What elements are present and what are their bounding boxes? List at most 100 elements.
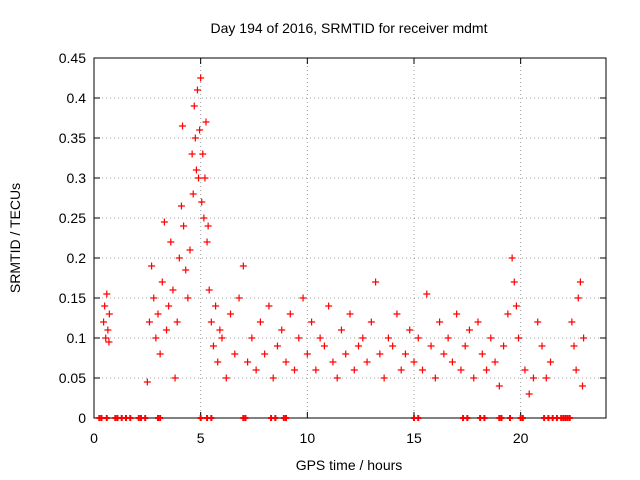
data-point bbox=[504, 310, 512, 318]
data-point bbox=[312, 366, 320, 374]
data-point bbox=[273, 342, 281, 350]
x-tick-label: 20 bbox=[513, 430, 529, 446]
data-point bbox=[423, 290, 431, 298]
data-point bbox=[150, 294, 158, 302]
data-point bbox=[100, 318, 108, 326]
data-point bbox=[308, 318, 316, 326]
data-point-zero bbox=[127, 415, 134, 421]
data-point bbox=[299, 294, 307, 302]
data-point bbox=[342, 350, 350, 358]
data-point bbox=[202, 118, 210, 126]
data-point bbox=[580, 334, 588, 342]
data-point bbox=[173, 318, 181, 326]
data-point bbox=[474, 318, 482, 326]
data-point bbox=[495, 382, 503, 390]
data-point bbox=[177, 202, 185, 210]
data-point bbox=[457, 366, 465, 374]
data-point bbox=[207, 318, 215, 326]
data-point bbox=[570, 342, 578, 350]
data-point bbox=[200, 214, 208, 222]
y-tick-label: 0.4 bbox=[67, 90, 87, 106]
data-point bbox=[278, 326, 286, 334]
data-point-zero bbox=[242, 415, 249, 421]
data-point bbox=[235, 294, 243, 302]
data-point-zero bbox=[498, 415, 505, 421]
y-axis-label: SRMTID / TECUs bbox=[7, 183, 23, 293]
data-point bbox=[542, 374, 550, 382]
data-point bbox=[453, 310, 461, 318]
data-point-zero bbox=[197, 415, 204, 421]
data-point bbox=[444, 334, 452, 342]
data-point bbox=[244, 358, 252, 366]
data-point bbox=[427, 342, 435, 350]
data-point bbox=[169, 286, 177, 294]
data-point bbox=[179, 122, 187, 130]
data-point bbox=[192, 166, 200, 174]
data-point bbox=[231, 350, 239, 358]
data-point bbox=[393, 310, 401, 318]
y-tick-label: 0.45 bbox=[59, 50, 86, 66]
y-tick-label: 0.1 bbox=[67, 330, 87, 346]
data-point bbox=[515, 334, 523, 342]
data-point bbox=[547, 358, 555, 366]
data-point bbox=[204, 222, 212, 230]
y-tick-label: 0.35 bbox=[59, 130, 86, 146]
y-tick-label: 0.25 bbox=[59, 210, 86, 226]
data-point bbox=[465, 326, 473, 334]
data-point-zero bbox=[208, 415, 215, 421]
data-point bbox=[576, 278, 584, 286]
data-point bbox=[105, 338, 113, 346]
data-point bbox=[572, 366, 580, 374]
grid bbox=[94, 58, 606, 418]
data-point bbox=[261, 350, 269, 358]
data-point bbox=[478, 350, 486, 358]
data-point bbox=[414, 334, 422, 342]
x-tick-label: 15 bbox=[406, 430, 422, 446]
data-point bbox=[214, 358, 222, 366]
data-point bbox=[568, 318, 576, 326]
data-point bbox=[320, 342, 328, 350]
data-point bbox=[154, 310, 162, 318]
data-point bbox=[529, 374, 537, 382]
data-point bbox=[483, 366, 491, 374]
data-point bbox=[143, 378, 151, 386]
data-point-zero bbox=[507, 415, 513, 421]
data-point bbox=[316, 334, 324, 342]
data-point-zero bbox=[481, 415, 488, 421]
data-point bbox=[188, 150, 196, 158]
data-point bbox=[256, 318, 264, 326]
data-point bbox=[101, 302, 109, 310]
data-point bbox=[265, 302, 273, 310]
axis-ticks: 0 0.05 0.1 0.15 0.2 0.25 0.3 0.35 0.4 0.45 0 5 10 15 2… bbox=[59, 50, 606, 446]
data-point bbox=[440, 350, 448, 358]
data-point bbox=[419, 366, 427, 374]
data-point bbox=[269, 374, 277, 382]
data-point bbox=[189, 190, 197, 198]
x-tick-label: 0 bbox=[90, 430, 98, 446]
data-point-zero bbox=[566, 415, 573, 421]
data-point bbox=[329, 358, 337, 366]
data-point bbox=[105, 310, 113, 318]
data-point bbox=[184, 294, 192, 302]
data-point bbox=[538, 342, 546, 350]
data-point bbox=[534, 318, 542, 326]
data-point bbox=[198, 198, 206, 206]
data-point bbox=[190, 102, 198, 110]
data-point bbox=[104, 326, 112, 334]
data-point bbox=[195, 174, 203, 182]
data-point bbox=[295, 334, 303, 342]
data-point bbox=[201, 174, 209, 182]
data-point-zero bbox=[415, 415, 422, 421]
data-point bbox=[152, 334, 160, 342]
data-point bbox=[148, 262, 156, 270]
data-point bbox=[205, 286, 213, 294]
data-point bbox=[574, 294, 582, 302]
data-point bbox=[521, 366, 529, 374]
data-point bbox=[436, 318, 444, 326]
data-point bbox=[346, 310, 354, 318]
data-point bbox=[175, 254, 183, 262]
data-point bbox=[510, 278, 518, 286]
data-point-zero bbox=[519, 415, 526, 421]
data-point bbox=[196, 126, 204, 134]
data-point-zero bbox=[272, 415, 279, 421]
